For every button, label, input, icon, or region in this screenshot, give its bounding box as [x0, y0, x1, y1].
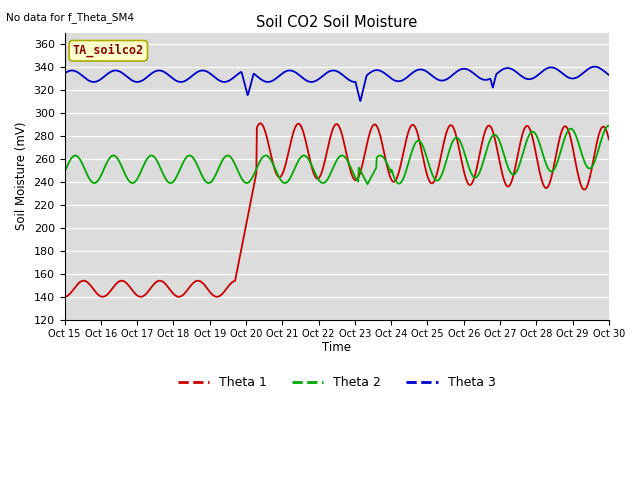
Title: Soil CO2 Soil Moisture: Soil CO2 Soil Moisture [256, 15, 417, 30]
Text: No data for f_Theta_SM4: No data for f_Theta_SM4 [6, 12, 134, 23]
X-axis label: Time: Time [322, 341, 351, 354]
Y-axis label: Soil Moisture (mV): Soil Moisture (mV) [15, 122, 28, 230]
Text: TA_soilco2: TA_soilco2 [73, 44, 144, 58]
Legend: Theta 1, Theta 2, Theta 3: Theta 1, Theta 2, Theta 3 [173, 371, 500, 394]
